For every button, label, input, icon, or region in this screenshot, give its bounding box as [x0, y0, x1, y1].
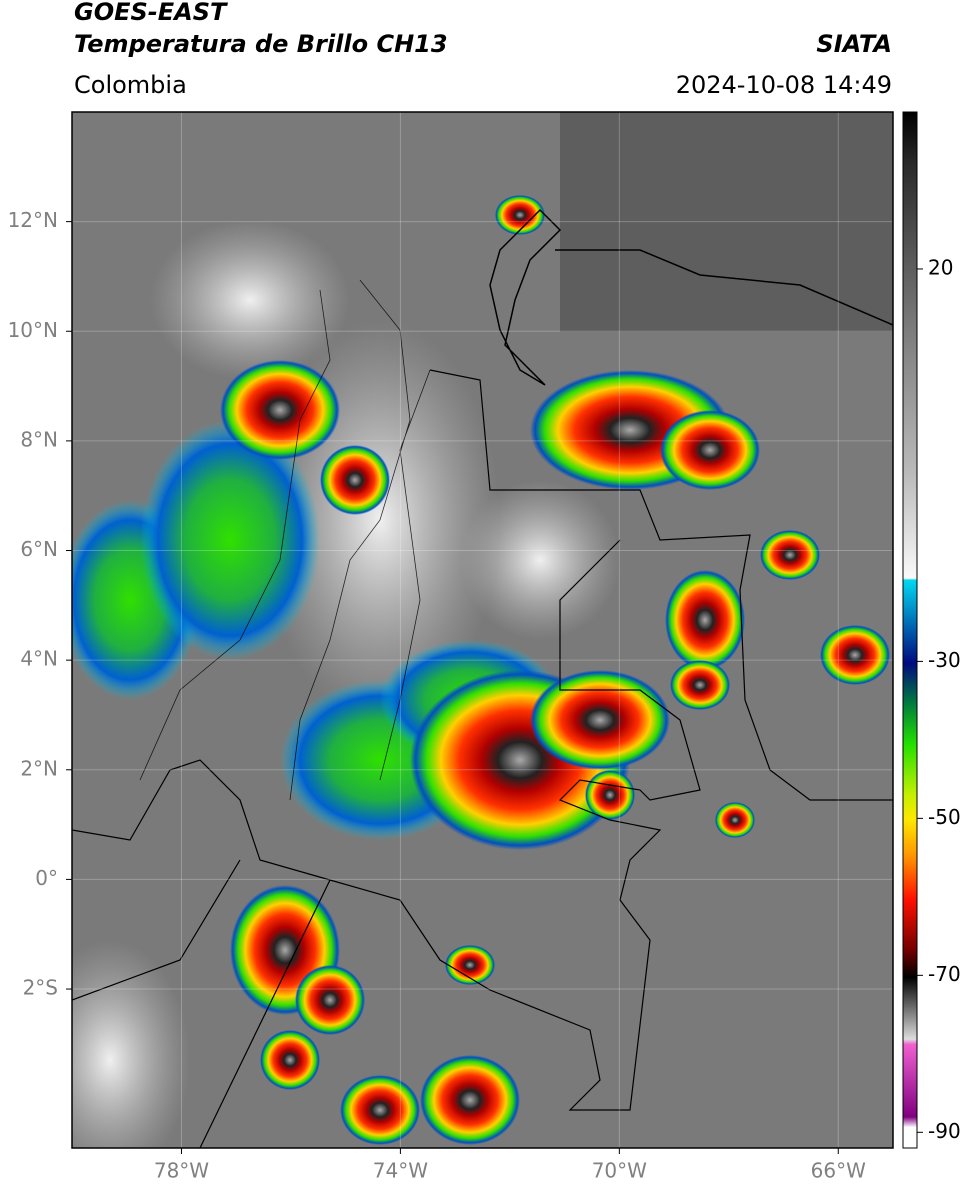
region: Colombia [74, 71, 187, 99]
y-tick-label: 2°S [23, 976, 58, 1000]
map-frame [71, 111, 894, 1149]
title: GOES-EAST [74, 0, 228, 26]
y-tick-label: 10°N [8, 318, 58, 342]
grid [72, 112, 893, 1148]
satellite-image [72, 112, 893, 1148]
subtitle: Temperatura de Brillo CH13 [74, 30, 448, 58]
x-tick-label: 66°W [811, 1159, 866, 1183]
y-tick-label: 0° [35, 866, 58, 890]
x-tick-label: 74°W [373, 1159, 428, 1183]
timestamp: 2024-10-08 14:49 [676, 71, 892, 99]
y-tick-label: 8°N [20, 427, 58, 451]
y-tick-label: 6°N [20, 537, 58, 561]
y-tick-label: 12°N [8, 208, 58, 232]
colorbar [902, 111, 918, 1149]
source: SIATA [816, 30, 892, 58]
colorbar-tick-label: -30 [928, 648, 961, 672]
colorbar-tick-label: -50 [928, 805, 961, 829]
x-tick-label: 70°W [592, 1159, 647, 1183]
colorbar-tick-label: -90 [928, 1119, 961, 1143]
colorbar-tick-label: 20 [928, 255, 953, 279]
y-tick-label: 4°N [20, 647, 58, 671]
colorbar-tick-label: -70 [928, 962, 961, 986]
x-tick-label: 78°W [154, 1159, 209, 1183]
y-tick-label: 2°N [20, 756, 58, 780]
